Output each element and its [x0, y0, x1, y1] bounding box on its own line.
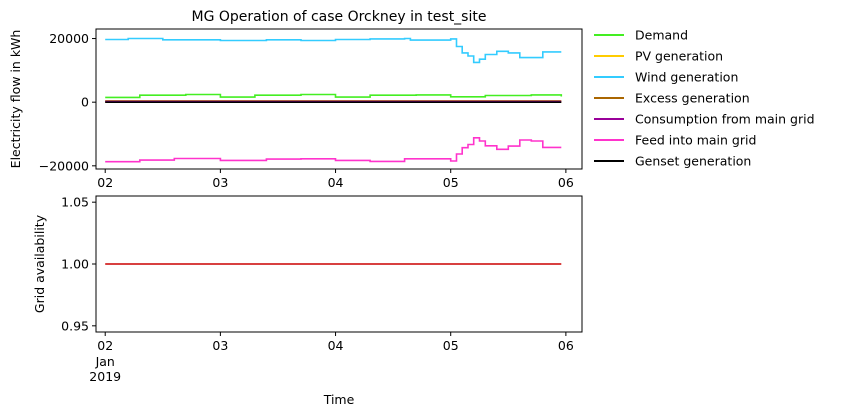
x-tick-label: 06	[558, 338, 574, 353]
top-y-axis-label: Electricity flow in kWh	[8, 30, 23, 169]
x-tick-label: 05	[443, 175, 459, 190]
x-tick-label: 03	[212, 338, 228, 353]
top-x-ticks: 02 03 04 05 06	[97, 169, 574, 190]
y-tick-label: 1.00	[61, 257, 89, 272]
x-tick-sublabel: Jan	[95, 354, 115, 369]
y-tick-label: −20000	[39, 158, 89, 173]
x-axis-label: Time	[323, 392, 355, 407]
bottom-y-ticks: 0.95 1.00 1.05	[61, 195, 96, 333]
x-tick-sublabel: 2019	[89, 369, 121, 384]
chart-title: MG Operation of case Orckney in test_sit…	[192, 9, 487, 25]
series-line-demand	[105, 93, 563, 99]
y-tick-label: 0.95	[61, 318, 89, 333]
top-plot-frame	[95, 28, 583, 170]
series-line-wind-generation	[105, 37, 562, 64]
y-tick-label: 20000	[49, 31, 89, 46]
series-line-feed-into-main-grid	[105, 137, 562, 163]
legend-label: Feed into main grid	[635, 133, 756, 148]
x-tick-label: 03	[212, 175, 228, 190]
legend-label: Wind generation	[635, 70, 738, 85]
x-tick-label: 06	[558, 175, 574, 190]
x-tick-label: 02	[97, 338, 113, 353]
legend-label: Genset generation	[635, 154, 751, 169]
x-tick-label: 02	[97, 175, 113, 190]
y-tick-label: 0	[81, 95, 89, 110]
top-series-group	[105, 37, 563, 163]
y-tick-label: 1.05	[61, 195, 89, 210]
x-tick-label: 04	[328, 338, 344, 353]
legend-label: Consumption from main grid	[635, 112, 815, 127]
legend-label: Excess generation	[635, 91, 750, 106]
legend-label: PV generation	[635, 49, 723, 64]
legend-label: Demand	[635, 28, 688, 43]
bottom-y-axis-label: Grid availability	[32, 214, 47, 313]
legend: Demand PV generation Wind generation Excess…	[594, 28, 815, 169]
x-tick-label: 04	[328, 175, 344, 190]
top-y-ticks: −20000 0 20000	[39, 31, 96, 173]
x-tick-label: 05	[443, 338, 459, 353]
